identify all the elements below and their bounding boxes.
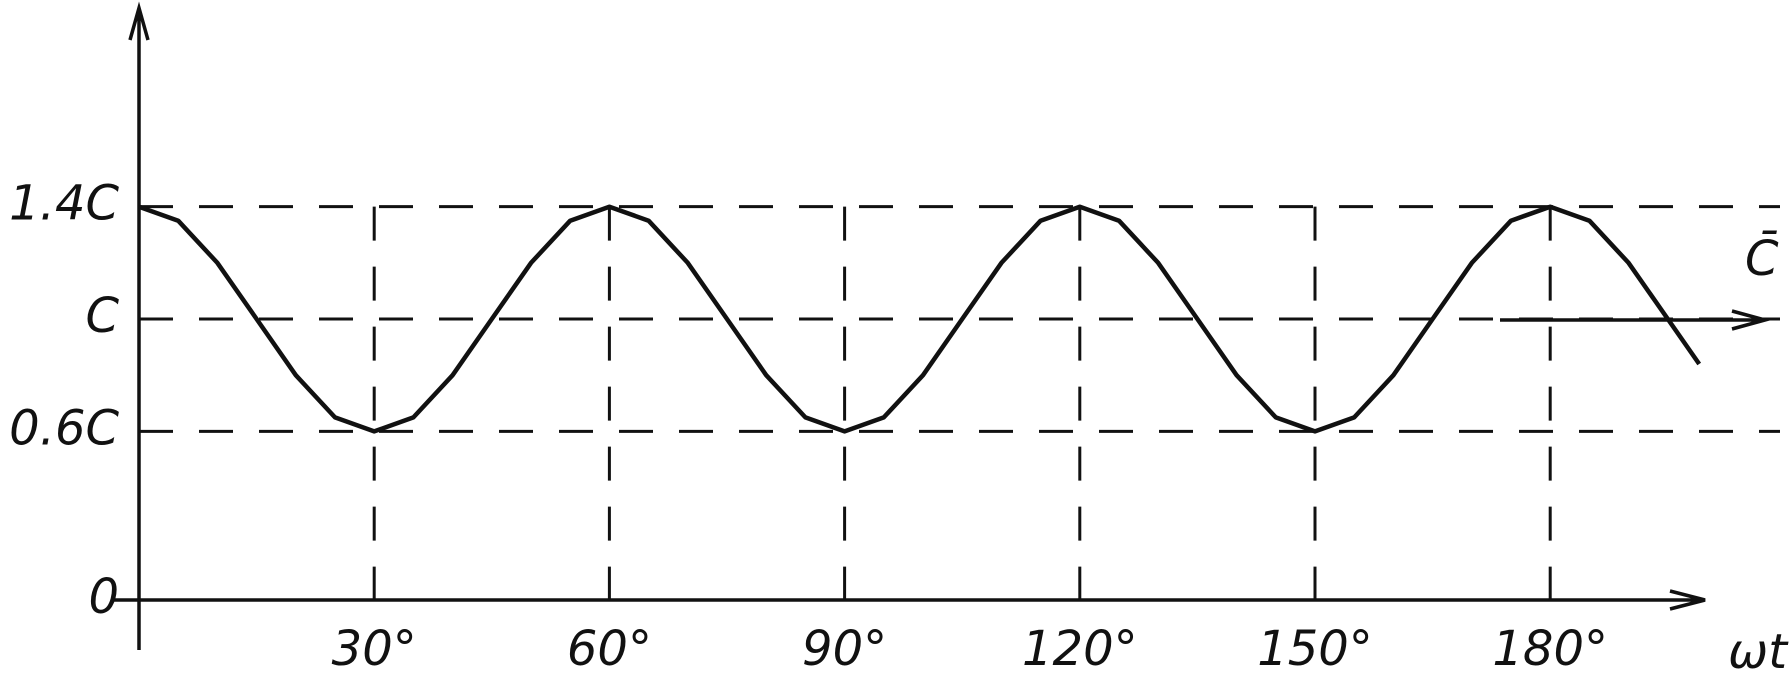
y-tick-label: 0.6C [9,400,119,456]
x-tick-label: 150° [1257,621,1373,677]
x-axis-label: ωt [1728,624,1789,680]
y-tick-label: 1.4C [9,176,119,232]
x-tick-label: 90° [802,621,887,677]
line [138,204,1702,434]
x-tick-label: 60° [567,621,652,677]
x-axis [112,589,1706,611]
y-tick-label: C [85,288,119,344]
y-axis [128,1,150,650]
y-tick-label: 0 [88,569,119,625]
mean-label: C̄ [1745,230,1779,287]
x-tick-label: 180° [1492,621,1608,677]
x-tick-label: 120° [1022,621,1138,677]
x-tick-label: 30° [332,621,417,677]
